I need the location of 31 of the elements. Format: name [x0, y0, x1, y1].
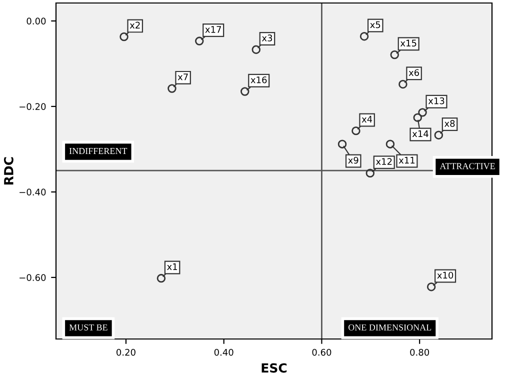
y-axis-title: RDC	[4, 157, 14, 184]
annotation: MUST BE	[69, 324, 108, 330]
annotation: x2	[130, 22, 140, 28]
annotation: x3	[262, 34, 272, 42]
annotation: ATTRACTIVE	[440, 163, 495, 170]
annotation: ONE DIMENSIONAL	[348, 324, 432, 330]
x-axis-title: ESC	[262, 363, 287, 373]
annotation: x1	[167, 263, 178, 270]
annotation: x6	[408, 69, 420, 76]
annotation: x12	[376, 158, 392, 165]
annotation: x13	[428, 97, 444, 104]
y-tick-label: −0.20	[20, 103, 46, 110]
annotation: INDIFFERENT	[69, 148, 128, 154]
y-tick-label: −0.60	[20, 274, 46, 281]
annotation: x5	[370, 21, 380, 28]
y-tick-label: −0.40	[20, 188, 46, 196]
annotation: x10	[437, 272, 454, 279]
annotation: x8	[444, 120, 455, 127]
x-tick-label: 0.60	[312, 348, 332, 356]
annotation: x7	[178, 74, 188, 80]
x-tick-label: 0.80	[410, 348, 430, 356]
annotation: x16	[250, 76, 267, 84]
annotation: x14	[412, 130, 428, 138]
annotation: x9	[348, 156, 358, 164]
x-tick-label: 0.40	[214, 348, 234, 356]
x-tick-label: 0.20	[116, 348, 136, 356]
annotation: x11	[398, 156, 415, 164]
y-tick-label: 0.00	[26, 18, 46, 25]
annotation: x4	[362, 116, 372, 122]
annotation: x15	[400, 40, 416, 47]
annotation: x17	[205, 26, 221, 33]
